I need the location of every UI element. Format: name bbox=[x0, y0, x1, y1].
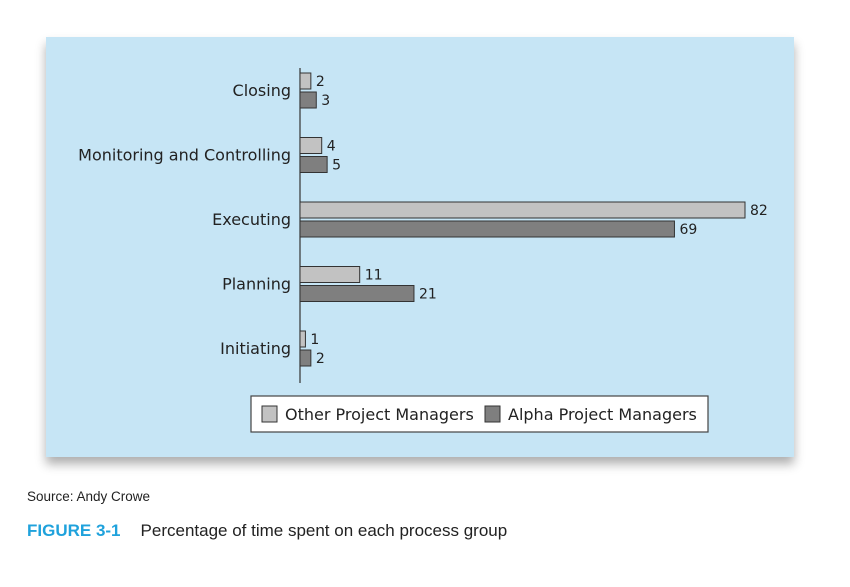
source-note: Source: Andy Crowe bbox=[27, 489, 151, 504]
category-label-executing: Executing bbox=[212, 210, 291, 229]
category-label-planning: Planning bbox=[222, 275, 291, 294]
value-label-alpha-project-managers-initiating: 2 bbox=[316, 351, 325, 367]
figure-caption: FIGURE 3-1 Percentage of time spent on ea… bbox=[27, 521, 507, 541]
category-label-closing: Closing bbox=[233, 81, 291, 100]
bar-other-project-managers-planning bbox=[299, 266, 361, 283]
value-label-other-project-managers-planning: 11 bbox=[365, 268, 383, 284]
category-label-monitoring-and-controlling: Monitoring and Controlling bbox=[78, 146, 291, 165]
bar-alpha-project-managers-executing bbox=[299, 220, 675, 238]
legend-swatch-other-project-managers bbox=[261, 405, 278, 423]
bar-chart: Closing 2 3 Monitoring and Controlling 4 5 Exe… bbox=[78, 68, 768, 433]
value-label-other-project-managers-monitoring-and-controlling: 4 bbox=[327, 139, 336, 155]
value-label-alpha-project-managers-executing: 69 bbox=[679, 222, 697, 238]
figure-caption-text: Percentage of time spent on each process… bbox=[140, 521, 508, 540]
value-label-alpha-project-managers-closing: 3 bbox=[321, 93, 330, 109]
bar-other-project-managers-closing bbox=[299, 72, 312, 90]
value-label-other-project-managers-closing: 2 bbox=[316, 74, 325, 90]
bar-other-project-managers-monitoring-and-controlling bbox=[299, 137, 323, 154]
bar-alpha-project-managers-initiating bbox=[299, 349, 312, 367]
value-label-alpha-project-managers-monitoring-and-controlling: 5 bbox=[332, 158, 341, 174]
bar-alpha-project-managers-monitoring-and-controlling bbox=[299, 156, 328, 173]
chart-panel: Closing 2 3 Monitoring and Controlling 4 5 Exe… bbox=[46, 37, 794, 457]
bar-other-project-managers-executing bbox=[299, 201, 746, 219]
bar-alpha-project-managers-planning bbox=[299, 285, 415, 302]
value-label-other-project-managers-initiating: 1 bbox=[310, 332, 319, 348]
legend-label-alpha-project-managers: Alpha Project Managers bbox=[508, 405, 697, 424]
value-label-other-project-managers-executing: 82 bbox=[750, 203, 768, 219]
legend-label-other-project-managers: Other Project Managers bbox=[285, 405, 474, 424]
figure-number: FIGURE 3-1 bbox=[27, 521, 121, 540]
value-label-alpha-project-managers-planning: 21 bbox=[419, 287, 437, 303]
legend-box bbox=[250, 395, 709, 433]
bar-alpha-project-managers-closing bbox=[299, 91, 317, 109]
bar-other-project-managers-initiating bbox=[299, 330, 306, 348]
legend-swatch-alpha-project-managers bbox=[484, 405, 501, 423]
category-label-initiating: Initiating bbox=[220, 339, 291, 358]
